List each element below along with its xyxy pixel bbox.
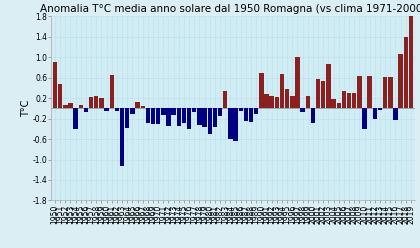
Bar bbox=[378, 108, 382, 110]
Bar bbox=[383, 77, 387, 108]
Bar bbox=[254, 108, 258, 114]
Bar bbox=[120, 108, 124, 166]
Bar bbox=[223, 91, 228, 108]
Bar bbox=[146, 108, 150, 123]
Bar bbox=[404, 37, 408, 108]
Bar bbox=[409, 15, 413, 108]
Bar bbox=[192, 108, 197, 113]
Bar bbox=[295, 57, 299, 108]
Bar bbox=[321, 81, 326, 108]
Bar bbox=[156, 108, 160, 124]
Bar bbox=[202, 108, 207, 127]
Bar bbox=[53, 62, 57, 108]
Bar bbox=[249, 108, 253, 122]
Title: Anomalia T°C media anno solare dal 1950 Romagna (vs clima 1971-2000): Anomalia T°C media anno solare dal 1950 … bbox=[40, 4, 420, 14]
Bar bbox=[187, 108, 192, 129]
Bar bbox=[166, 108, 171, 126]
Bar bbox=[280, 74, 284, 108]
Bar bbox=[218, 108, 222, 116]
Bar bbox=[306, 96, 310, 108]
Bar bbox=[290, 96, 294, 108]
Bar bbox=[259, 73, 263, 108]
Bar bbox=[99, 98, 104, 108]
Bar bbox=[342, 91, 346, 108]
Bar bbox=[270, 96, 274, 108]
Bar bbox=[275, 97, 279, 108]
Bar bbox=[368, 76, 372, 108]
Bar bbox=[115, 108, 119, 111]
Bar bbox=[239, 108, 243, 111]
Bar bbox=[228, 108, 233, 139]
Bar bbox=[79, 105, 83, 108]
Bar bbox=[207, 108, 212, 134]
Bar bbox=[399, 54, 403, 108]
Bar bbox=[89, 97, 93, 108]
Bar bbox=[347, 93, 351, 108]
Bar bbox=[130, 108, 134, 114]
Bar bbox=[135, 102, 140, 108]
Bar bbox=[74, 108, 78, 129]
Bar bbox=[105, 108, 109, 111]
Bar bbox=[357, 76, 362, 108]
Bar bbox=[68, 103, 73, 108]
Bar bbox=[213, 108, 217, 127]
Bar bbox=[84, 108, 88, 113]
Bar bbox=[125, 108, 129, 128]
Bar bbox=[182, 108, 186, 123]
Bar bbox=[151, 108, 155, 124]
Bar bbox=[316, 79, 320, 108]
Bar bbox=[373, 108, 377, 119]
Bar bbox=[197, 108, 202, 125]
Bar bbox=[161, 108, 165, 115]
Bar bbox=[234, 108, 238, 141]
Bar bbox=[300, 108, 305, 113]
Bar bbox=[58, 84, 62, 108]
Bar bbox=[362, 108, 367, 129]
Bar bbox=[331, 99, 336, 108]
Bar bbox=[244, 108, 248, 121]
Bar bbox=[141, 106, 145, 108]
Y-axis label: T°C: T°C bbox=[21, 100, 31, 117]
Bar bbox=[171, 108, 176, 115]
Bar bbox=[352, 93, 357, 108]
Bar bbox=[311, 108, 315, 123]
Bar bbox=[388, 77, 393, 108]
Bar bbox=[336, 103, 341, 108]
Bar bbox=[177, 108, 181, 126]
Bar bbox=[110, 75, 114, 108]
Bar bbox=[326, 64, 331, 108]
Bar bbox=[94, 96, 98, 108]
Bar bbox=[393, 108, 398, 120]
Bar bbox=[63, 105, 68, 108]
Bar bbox=[264, 94, 269, 108]
Bar bbox=[285, 89, 289, 108]
